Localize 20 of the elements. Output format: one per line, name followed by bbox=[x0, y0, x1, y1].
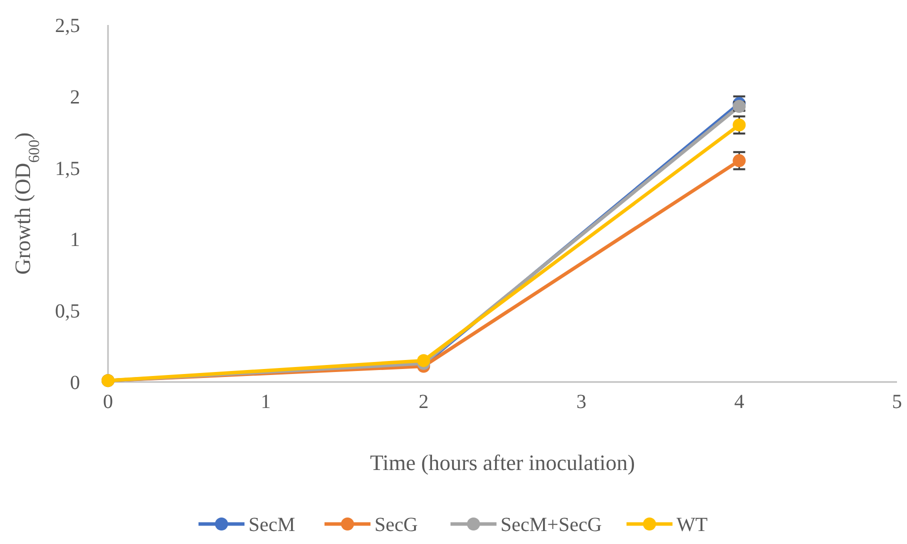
legend-label: SecM+SecG bbox=[500, 514, 602, 536]
point bbox=[417, 354, 430, 368]
x-tick-label: 5 bbox=[892, 391, 902, 413]
x-tick-label: 2 bbox=[418, 391, 429, 413]
point bbox=[732, 118, 746, 132]
x-tick-label: 0 bbox=[103, 391, 113, 413]
y-tick-label: 2,5 bbox=[55, 15, 80, 37]
x-tick-label: 1 bbox=[260, 391, 271, 413]
y-tick-label: 0,5 bbox=[55, 300, 80, 323]
x-tick-label: 4 bbox=[734, 391, 744, 413]
x-axis-title: Time (hours after inoculation) bbox=[370, 450, 635, 475]
y-tick-label: 1,5 bbox=[55, 158, 80, 180]
y-tick-label: 2 bbox=[70, 86, 80, 108]
point bbox=[732, 154, 746, 168]
legend-label: WT bbox=[676, 514, 708, 536]
x-tick-label: 3 bbox=[576, 391, 586, 413]
legend-label: SecM bbox=[248, 514, 296, 536]
y-tick-label: 0 bbox=[70, 372, 80, 394]
legend-label: SecG bbox=[374, 514, 418, 536]
y-tick-label: 1 bbox=[70, 229, 80, 252]
